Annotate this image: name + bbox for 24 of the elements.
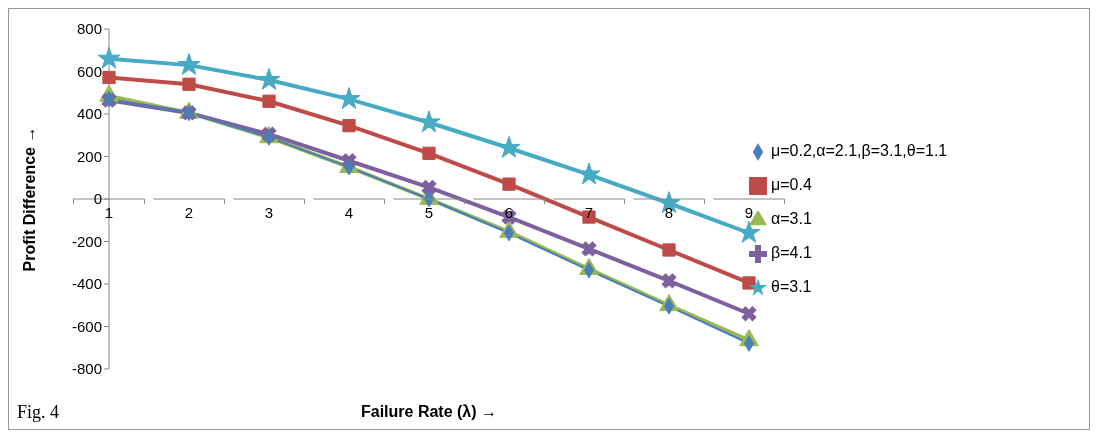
legend-label: α=3.1: [771, 210, 812, 227]
legend-label: μ=0.2,α=2.1,β=3.1,θ=1.1: [771, 142, 948, 159]
legend-label: β=4.1: [771, 244, 812, 261]
y-tick-label: 200: [76, 147, 102, 165]
y-tick-label: -200: [71, 232, 102, 250]
x-tick-label: 9: [744, 204, 754, 221]
x-tick-label: 8: [664, 204, 674, 221]
y-tick-label: -600: [71, 317, 102, 335]
y-tick-label: 800: [76, 20, 102, 38]
x-tick-label: 2: [184, 204, 194, 221]
y-tick-label: -800: [71, 360, 102, 378]
y-tick-label: 0: [93, 190, 102, 208]
x-tick-label: 3: [264, 204, 274, 221]
y-axis-title: Profit Difference →: [20, 126, 38, 272]
x-tick-label: 1: [104, 204, 114, 221]
caption: Fig. 4: [17, 402, 60, 423]
legend-label: μ=0.4: [771, 176, 812, 193]
x-tick-label: 5: [424, 204, 434, 221]
x-axis-title: Failure Rate (λ) →: [360, 403, 498, 420]
legend-label: θ=3.1: [771, 278, 812, 295]
x-tick-label: 4: [344, 204, 354, 221]
y-tick-label: 400: [76, 105, 102, 123]
y-tick-label: 600: [76, 62, 102, 80]
y-tick-label: -400: [71, 275, 102, 293]
